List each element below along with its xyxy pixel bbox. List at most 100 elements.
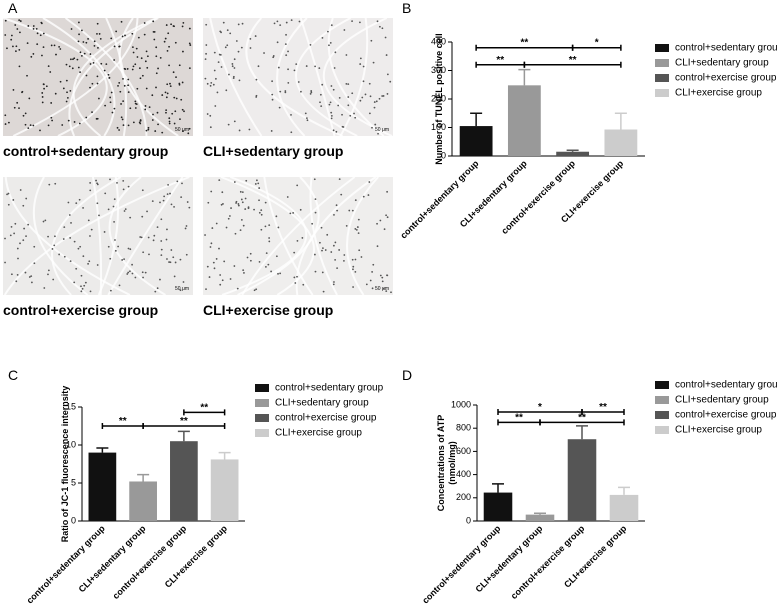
nucleus — [244, 197, 247, 200]
nucleus — [352, 265, 355, 268]
nucleus — [135, 47, 138, 50]
nucleus — [169, 261, 172, 264]
nucleus — [48, 183, 51, 186]
significance-bracket — [142, 423, 226, 429]
nucleus — [170, 23, 173, 26]
nucleus — [18, 48, 21, 51]
nucleus — [108, 76, 111, 79]
nucleus — [359, 99, 362, 102]
fiber-boundary — [107, 176, 184, 296]
nucleus — [225, 226, 228, 229]
nucleus — [357, 218, 360, 221]
nucleus — [164, 91, 167, 94]
nucleus — [382, 95, 385, 97]
nucleus — [264, 201, 267, 204]
nucleus — [144, 108, 147, 111]
fiber-boundary — [32, 176, 89, 296]
nucleus — [285, 21, 288, 24]
nucleus — [222, 21, 225, 24]
nucleus — [89, 63, 92, 65]
y-axis-label: Concentrations of ATP — [436, 415, 446, 512]
nucleus — [126, 273, 129, 275]
nucleus — [12, 199, 15, 201]
fiber-boundary — [263, 176, 314, 296]
nucleus — [123, 258, 125, 260]
nucleus — [214, 105, 217, 107]
nucleus — [103, 69, 106, 72]
significance-label: * — [595, 38, 599, 49]
nucleus — [279, 272, 282, 275]
nucleus — [238, 79, 241, 82]
nucleus — [96, 264, 99, 266]
nucleus — [112, 205, 115, 208]
nucleus — [314, 65, 317, 68]
nucleus — [131, 46, 134, 49]
nucleus — [28, 276, 31, 278]
nucleus — [268, 224, 271, 227]
fiber-boundary — [64, 17, 148, 137]
nucleus — [71, 67, 74, 70]
y-axis-label: Number of TUNEL positive cell — [434, 33, 444, 164]
nucleus — [329, 42, 332, 44]
nucleus — [127, 185, 130, 188]
nucleus — [18, 19, 21, 22]
nucleus — [69, 237, 72, 239]
nucleus — [372, 263, 375, 266]
nucleus — [175, 76, 177, 78]
nucleus — [15, 280, 18, 283]
nucleus — [219, 274, 222, 276]
nucleus — [65, 63, 68, 66]
nucleus — [111, 111, 114, 114]
nucleus — [279, 24, 282, 27]
error-bar — [576, 425, 588, 440]
nucleus — [58, 253, 61, 256]
nucleus — [390, 291, 392, 294]
nucleus — [241, 201, 244, 204]
nucleus — [211, 227, 214, 229]
nucleus — [263, 52, 265, 54]
nucleus — [44, 219, 47, 222]
nucleus — [129, 107, 132, 110]
nucleus — [156, 287, 159, 290]
y-tick-label: 200 — [431, 93, 446, 103]
nucleus — [73, 121, 76, 123]
nucleus — [328, 103, 331, 106]
nucleus — [27, 223, 30, 226]
nucleus — [329, 101, 332, 104]
nucleus — [301, 237, 304, 239]
nucleus — [285, 54, 288, 57]
micrograph-caption: control+exercise group — [3, 302, 158, 318]
nucleus — [4, 123, 7, 125]
nucleus — [63, 226, 66, 228]
nucleus — [226, 29, 229, 32]
nucleus — [81, 287, 84, 290]
bar — [88, 452, 117, 521]
legend-label: control+exercise group — [675, 73, 777, 84]
nucleus — [205, 52, 207, 55]
nucleus — [15, 50, 17, 53]
nucleus — [381, 280, 384, 283]
nucleus — [32, 25, 35, 27]
bar — [604, 129, 638, 156]
nucleus — [146, 210, 148, 213]
nucleus — [321, 36, 324, 39]
nucleus — [23, 227, 26, 230]
nucleus — [320, 105, 323, 108]
nucleus — [83, 284, 86, 287]
nucleus — [287, 81, 290, 84]
nucleus — [77, 66, 80, 69]
nucleus — [103, 231, 106, 233]
nucleus — [41, 101, 44, 104]
nucleus — [336, 267, 339, 270]
nucleus — [14, 24, 17, 26]
nucleus — [256, 179, 258, 182]
nucleus — [165, 238, 168, 241]
fiber-boundary — [322, 17, 393, 137]
nucleus — [22, 204, 25, 207]
nucleus — [70, 222, 72, 224]
nucleus — [67, 119, 70, 122]
nucleus — [221, 279, 224, 282]
x-tick-label: control+exercise group — [509, 523, 587, 601]
significance-label: * — [538, 402, 542, 413]
